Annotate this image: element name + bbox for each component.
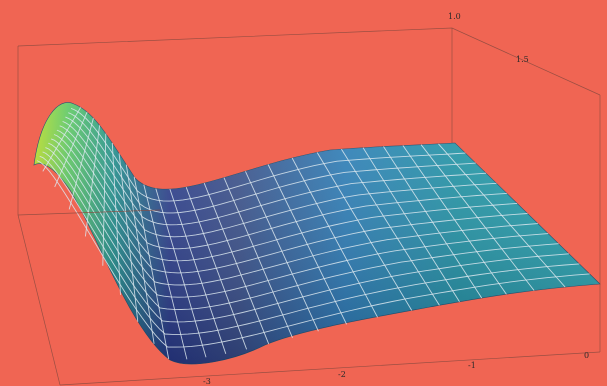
x-tick-label: -3 — [203, 377, 211, 386]
mesh-column-line — [118, 153, 139, 322]
y-tick-label: 1.0 — [448, 12, 461, 21]
surface-mesh-columns — [42, 107, 566, 360]
mesh-column-line — [143, 184, 188, 360]
mesh-column-line — [316, 152, 413, 311]
mesh-column-line — [133, 176, 170, 360]
mesh-column-line — [102, 133, 107, 266]
y-axis-ticks: 1.0 1.5 — [448, 12, 529, 64]
mesh-column-line — [84, 125, 101, 237]
x-tick-label: 0 — [584, 351, 589, 360]
y-tick-label: 1.5 — [516, 55, 529, 64]
mesh-column-line — [362, 147, 460, 303]
mesh-column-line — [155, 188, 207, 358]
mesh-column-line — [185, 187, 248, 350]
x-tick-label: -1 — [468, 361, 476, 370]
mesh-column-line — [125, 164, 155, 344]
axes-box-back — [17, 27, 601, 386]
mesh-column-line — [267, 164, 348, 325]
mesh-column-line — [291, 157, 378, 318]
mesh-column-line — [223, 177, 293, 338]
box-back-top — [17, 27, 601, 96]
box-left-bottom — [17, 214, 61, 386]
box-front-top — [17, 209, 161, 216]
mesh-column-line — [402, 145, 507, 295]
axes-box-front — [17, 95, 601, 386]
mesh-column-line — [169, 188, 227, 354]
mesh-column-line — [54, 111, 88, 188]
mesh-column-line — [203, 182, 270, 345]
x-axis-ticks: -3 -2 -1 0 — [203, 351, 589, 386]
surface — [33, 102, 601, 365]
mesh-column-line — [244, 171, 319, 332]
mesh-column-line — [341, 148, 440, 306]
x-tick-label: -2 — [338, 370, 346, 379]
mesh-column-line — [438, 143, 566, 288]
mesh-column-line — [383, 146, 483, 299]
surface-shade — [34, 102, 600, 365]
mesh-column-line — [68, 117, 94, 210]
mesh-column-line — [111, 142, 121, 295]
box-front-bottom — [59, 351, 601, 386]
mesh-column-line — [420, 144, 535, 291]
mesh-column-line — [42, 107, 82, 172]
